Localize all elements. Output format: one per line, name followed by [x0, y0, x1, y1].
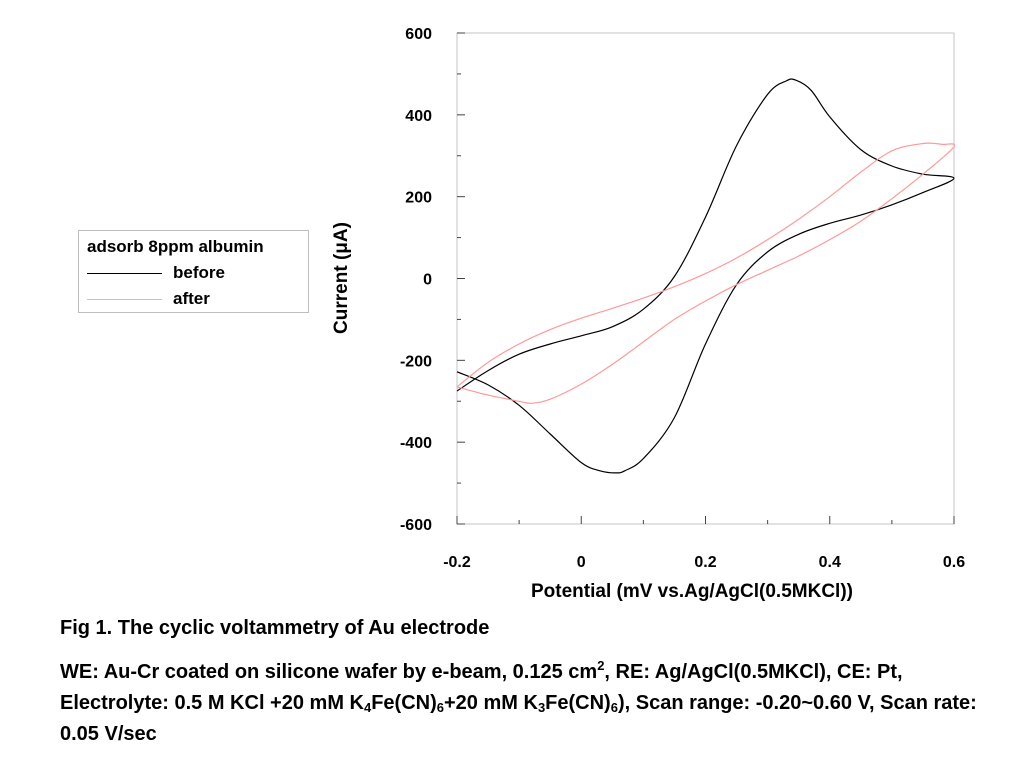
- caption-text: WE: Au-Cr coated on silicone wafer by e-…: [60, 661, 598, 683]
- series-line-after: [456, 142, 956, 404]
- y-tick-label: -600: [400, 517, 432, 534]
- x-axis-ticks: -0.2 0 0.2 0.4 0.6: [443, 516, 965, 571]
- y-tick-label: 400: [405, 108, 432, 125]
- legend-swatch-after: [87, 299, 162, 300]
- x-tick-label: 0.4: [819, 554, 841, 571]
- series-line-before: [456, 78, 955, 474]
- legend-label-after: after: [173, 289, 210, 308]
- caption-subscript: 6: [436, 700, 444, 715]
- series-layer: [456, 78, 956, 474]
- caption-subscript: 3: [537, 700, 546, 715]
- plot-frame: [456, 32, 955, 525]
- x-tick-label: 0.2: [694, 554, 716, 571]
- legend: adsorb 8ppm albumin before after: [78, 230, 309, 313]
- legend-swatch-before: [87, 273, 162, 274]
- caption-superscript: 2: [597, 658, 605, 673]
- y-tick-label: 200: [405, 190, 432, 207]
- y-axis-label: Current (μA): [331, 222, 352, 334]
- caption-subscript: 6: [610, 700, 618, 715]
- caption-subscript: 4: [363, 700, 372, 715]
- figure-caption-body: WE: Au-Cr coated on silicone wafer by e-…: [60, 657, 990, 750]
- legend-label-before: before: [173, 263, 225, 282]
- x-tick-label: 0: [577, 554, 586, 571]
- y-tick-label: -200: [400, 353, 432, 370]
- legend-item-before: before: [87, 263, 302, 283]
- x-tick-label: -0.2: [443, 554, 471, 571]
- legend-title: adsorb 8ppm albumin: [87, 237, 264, 256]
- caption-text: ), Scan range: -0.20~0.60 V, Scan rate: …: [60, 692, 977, 745]
- y-tick-label: 600: [405, 26, 432, 43]
- x-axis-label: Potential (mV vs.Ag/AgCl(0.5MKCl)): [531, 581, 853, 602]
- y-axis-ticks: 600 400 200 0 -200 -400 -600: [400, 26, 465, 534]
- caption-text: Fe(CN): [545, 692, 611, 714]
- caption-text: , RE: Ag/AgCl(0.5MKCl), CE: Pt, Electrol…: [60, 661, 903, 714]
- y-tick-label: 0: [423, 272, 432, 289]
- figure-caption-title: Fig 1. The cyclic voltammetry of Au elec…: [60, 617, 490, 639]
- cv-chart: 600 400 200 0 -200 -400 -600 -0.2 0 0.2 0.4 0.6 Po…: [331, 26, 965, 602]
- caption-text: +20 mM K: [444, 692, 538, 714]
- x-tick-label: 0.6: [943, 554, 965, 571]
- caption-text: Fe(CN): [371, 692, 437, 714]
- legend-item-after: after: [87, 289, 302, 309]
- y-tick-label: -400: [400, 435, 432, 452]
